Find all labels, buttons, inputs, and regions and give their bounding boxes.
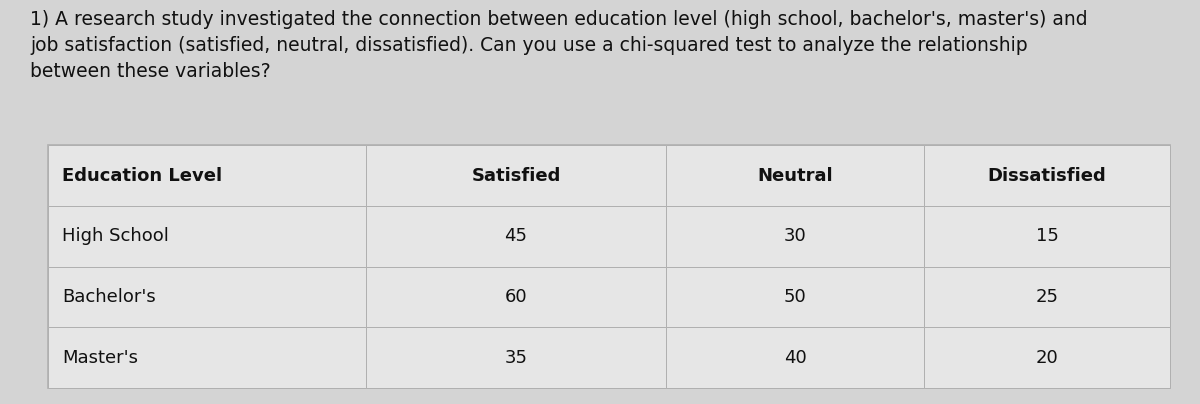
Text: Dissatisfied: Dissatisfied [988, 167, 1106, 185]
Text: Bachelor's: Bachelor's [62, 288, 156, 306]
Text: Education Level: Education Level [62, 167, 222, 185]
FancyBboxPatch shape [666, 327, 924, 388]
FancyBboxPatch shape [48, 145, 366, 206]
Text: 50: 50 [784, 288, 806, 306]
Text: Satisfied: Satisfied [472, 167, 560, 185]
Text: Neutral: Neutral [757, 167, 833, 185]
FancyBboxPatch shape [924, 327, 1170, 388]
FancyBboxPatch shape [666, 267, 924, 327]
FancyBboxPatch shape [366, 267, 666, 327]
FancyBboxPatch shape [924, 145, 1170, 206]
Text: 35: 35 [504, 349, 528, 366]
FancyBboxPatch shape [924, 206, 1170, 267]
Text: 45: 45 [504, 227, 528, 245]
FancyBboxPatch shape [666, 145, 924, 206]
Text: 60: 60 [505, 288, 527, 306]
Text: High School: High School [62, 227, 169, 245]
Text: 15: 15 [1036, 227, 1058, 245]
FancyBboxPatch shape [366, 145, 666, 206]
FancyBboxPatch shape [366, 327, 666, 388]
FancyBboxPatch shape [666, 206, 924, 267]
Text: 1) A research study investigated the connection between education level (high sc: 1) A research study investigated the con… [30, 10, 1087, 81]
FancyBboxPatch shape [48, 206, 366, 267]
FancyBboxPatch shape [48, 145, 1170, 388]
Text: 40: 40 [784, 349, 806, 366]
Text: Master's: Master's [62, 349, 138, 366]
FancyBboxPatch shape [366, 206, 666, 267]
Text: 30: 30 [784, 227, 806, 245]
Text: 20: 20 [1036, 349, 1058, 366]
Text: 25: 25 [1036, 288, 1058, 306]
FancyBboxPatch shape [924, 267, 1170, 327]
FancyBboxPatch shape [48, 327, 366, 388]
FancyBboxPatch shape [48, 267, 366, 327]
